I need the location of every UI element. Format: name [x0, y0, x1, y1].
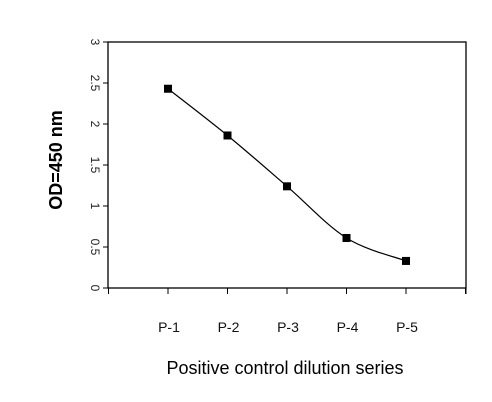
x-tick-label: P-1 — [158, 319, 180, 335]
series-line — [167, 88, 407, 262]
y-tick-label: 0 — [88, 285, 102, 292]
data-point-p-3 — [283, 182, 291, 191]
x-tick-label: P-5 — [396, 319, 418, 335]
y-tick-label: 2.5 — [88, 75, 102, 92]
x-tick-label: P-2 — [218, 319, 240, 335]
plot-frame — [107, 41, 467, 289]
y-axis-label: OD=450 nm — [46, 110, 66, 210]
y-tick-label: 0.5 — [88, 239, 102, 256]
data-points — [164, 84, 410, 265]
data-point-p-2 — [223, 131, 232, 140]
x-axis-label: Positive control dilution series — [166, 358, 403, 378]
y-tick-label: 1.5 — [88, 157, 102, 174]
x-tick-label: P-4 — [337, 319, 359, 335]
y-tick-label: 3 — [88, 39, 102, 46]
y-tick-label: 1 — [88, 203, 102, 210]
data-point-p-5 — [402, 256, 410, 265]
x-tick-label: P-3 — [277, 319, 299, 335]
axes — [107, 41, 467, 289]
data-point-p-4 — [342, 233, 351, 242]
data-point-p-1 — [164, 84, 172, 93]
y-tick-label: 2 — [88, 121, 102, 128]
x-axis-ticks: P-1 P-2 P-3 P-4 P-5 — [108, 288, 467, 335]
y-axis-ticks: 0 0.5 1 1.5 2 2.5 3 — [88, 39, 108, 292]
